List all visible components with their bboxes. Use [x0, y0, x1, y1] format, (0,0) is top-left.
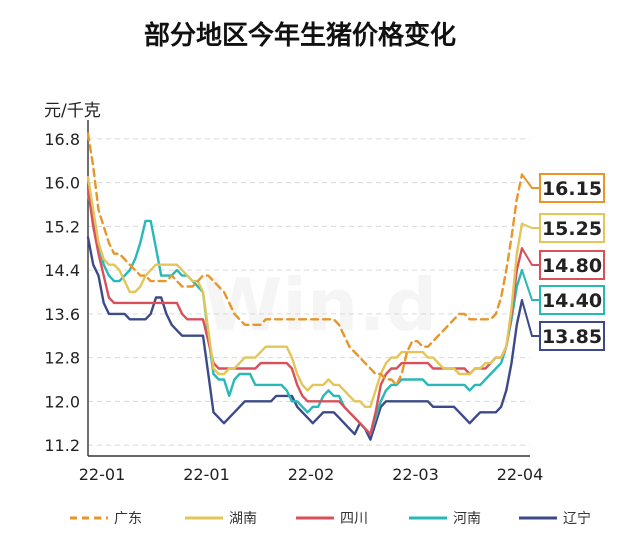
watermark: Win.d	[203, 263, 437, 347]
callout-value: 13.85	[542, 326, 602, 348]
callout-box	[539, 173, 605, 203]
legend-label: 辽宁	[563, 510, 591, 527]
callout-value: 15.25	[542, 218, 602, 240]
y-tick-label: 12.8	[44, 349, 80, 368]
legend-label: 河南	[453, 511, 481, 527]
callout-box	[539, 285, 605, 315]
series-lines	[86, 132, 524, 441]
callout-box	[539, 213, 605, 243]
axes: 11.2 12.0 12.8 13.6 14.4 15.2 16.0 16.8 22-01 22-…	[44, 120, 543, 484]
callout-leader	[521, 247, 540, 266]
x-tick-label: 22-01	[79, 465, 126, 484]
y-tick-label: 15.2	[44, 217, 80, 236]
y-tick-label: 11.2	[44, 436, 80, 455]
y-axis-unit: 元/千克	[44, 101, 101, 121]
x-tick-label: 22-01	[183, 465, 230, 484]
series-line-湖南	[86, 176, 524, 408]
callout-value: 14.80	[542, 255, 602, 277]
y-tick-label: 13.6	[44, 305, 80, 324]
series-line-广东	[86, 132, 524, 387]
legend: 广东 湖南 四川 河南 辽宁	[70, 510, 591, 527]
callout-leader	[521, 222, 540, 229]
y-tick-label: 16.8	[44, 130, 80, 149]
legend-label: 湖南	[229, 511, 257, 527]
callout-value: 14.40	[542, 290, 602, 312]
series-line-河南	[86, 192, 524, 436]
callout-box	[539, 250, 605, 280]
x-tick-label: 22-03	[392, 465, 439, 484]
legend-label: 广东	[114, 511, 142, 527]
y-tick-label: 16.0	[44, 174, 80, 193]
x-tick-label: 22-02	[288, 465, 335, 484]
callout-box	[539, 321, 605, 351]
x-tick-label: 22-04	[497, 465, 544, 484]
chart-title: 部分地区今年生猪价格变化	[144, 20, 456, 51]
legend-label: 四川	[340, 511, 368, 527]
callout-leader	[521, 269, 540, 301]
callout-leader	[521, 299, 540, 337]
series-line-辽宁	[86, 236, 524, 441]
end-value-callouts: 16.15 15.25 14.80 14.40 13.85	[521, 173, 605, 351]
y-tick-label: 14.4	[44, 261, 80, 280]
y-tick-label: 12.0	[44, 392, 80, 411]
callout-value: 16.15	[542, 178, 602, 200]
callout-leader	[521, 173, 540, 189]
